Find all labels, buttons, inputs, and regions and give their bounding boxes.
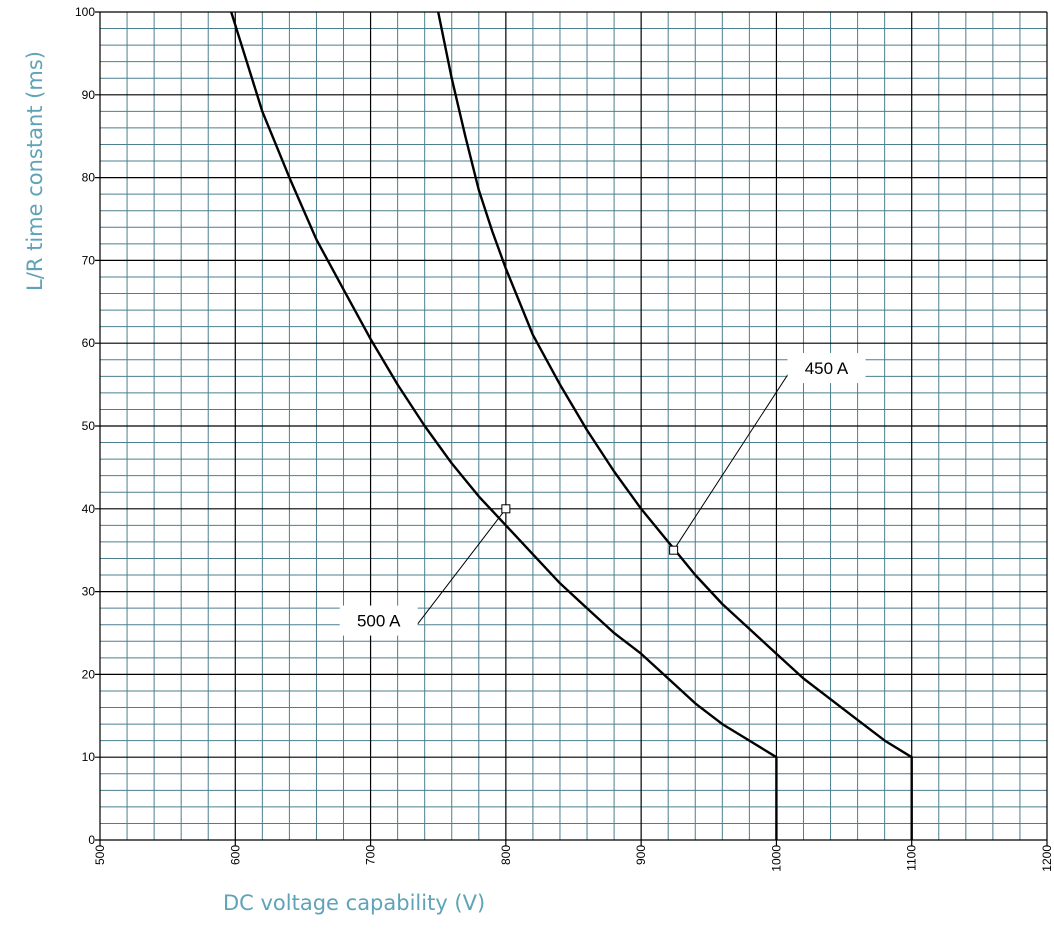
y-tick-label: 80 — [82, 171, 96, 185]
x-tick-label: 800 — [499, 845, 513, 865]
y-tick-label: 30 — [82, 585, 96, 599]
major-grid — [95, 12, 1047, 846]
callout-label-1: 500 A — [357, 612, 401, 631]
y-axis-title: L/R time constant (ms) — [23, 51, 47, 291]
callouts: 500 A 450 A — [340, 353, 866, 636]
callout-marker-1 — [502, 505, 510, 513]
x-tick-label: 600 — [228, 845, 242, 865]
callout-leader-1 — [416, 509, 506, 627]
callout-leader-2 — [674, 372, 790, 550]
callout-marker-2 — [670, 546, 678, 554]
y-tick-label: 50 — [82, 419, 96, 433]
y-tick-label: 100 — [75, 5, 95, 19]
x-tick-label: 1000 — [769, 845, 783, 872]
x-tick-label: 1200 — [1040, 845, 1054, 872]
y-tick-label: 40 — [82, 502, 96, 516]
x-axis-title: DC voltage capability (V) — [223, 891, 485, 915]
y-tick-label: 20 — [82, 667, 96, 681]
x-tick-label: 900 — [634, 845, 648, 865]
x-tick-label: 500 — [93, 845, 107, 865]
x-tick-label: 1100 — [905, 845, 919, 871]
x-tick-label: 700 — [364, 845, 378, 865]
y-tick-label: 10 — [82, 750, 96, 764]
y-tick-label: 60 — [82, 336, 96, 350]
x-tick-labels: 500 600 700 800 900 1000 1100 1200 — [93, 845, 1054, 872]
y-tick-labels: 0 10 20 30 40 50 60 70 80 90 100 — [75, 5, 95, 847]
y-tick-label: 0 — [88, 833, 95, 847]
y-tick-label: 90 — [82, 88, 96, 102]
y-tick-label: 70 — [82, 253, 96, 267]
callout-label-2: 450 A — [805, 359, 849, 378]
